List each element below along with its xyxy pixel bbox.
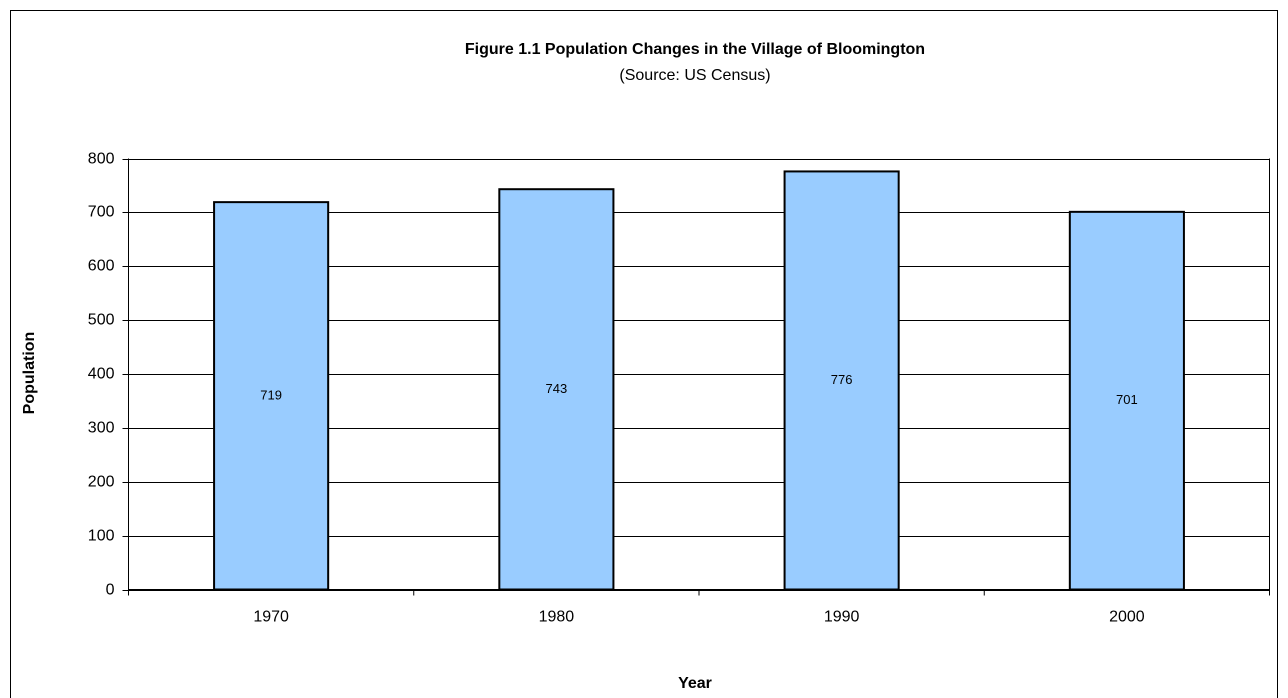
chart-subtitle: (Source: US Census) bbox=[619, 67, 770, 84]
x-tick-label: 1990 bbox=[824, 609, 860, 626]
y-tick-label: 400 bbox=[88, 366, 115, 383]
y-tick-label: 300 bbox=[88, 420, 115, 437]
y-tick-label: 200 bbox=[88, 474, 115, 491]
y-tick-label: 100 bbox=[88, 528, 115, 545]
bar bbox=[213, 201, 330, 591]
y-tick-label: 600 bbox=[88, 258, 115, 275]
data-label: 701 bbox=[1116, 392, 1138, 407]
y-tick-label: 0 bbox=[106, 582, 115, 599]
bar bbox=[1068, 210, 1185, 591]
x-tick-label: 2000 bbox=[1109, 609, 1145, 626]
y-tick-label: 800 bbox=[88, 151, 115, 168]
data-label: 719 bbox=[260, 387, 282, 402]
y-tick-label: 500 bbox=[88, 312, 115, 329]
y-axis-label: Population bbox=[21, 332, 38, 415]
y-tick-label: 700 bbox=[88, 204, 115, 221]
data-label: 776 bbox=[831, 372, 853, 387]
bar bbox=[498, 188, 615, 591]
x-axis-label: Year bbox=[678, 675, 712, 692]
chart-title: Figure 1.1 Population Changes in the Vil… bbox=[465, 41, 925, 58]
data-label: 743 bbox=[546, 381, 568, 396]
bar bbox=[783, 170, 900, 591]
x-tick-label: 1970 bbox=[253, 609, 289, 626]
x-tick-label: 1980 bbox=[539, 609, 575, 626]
